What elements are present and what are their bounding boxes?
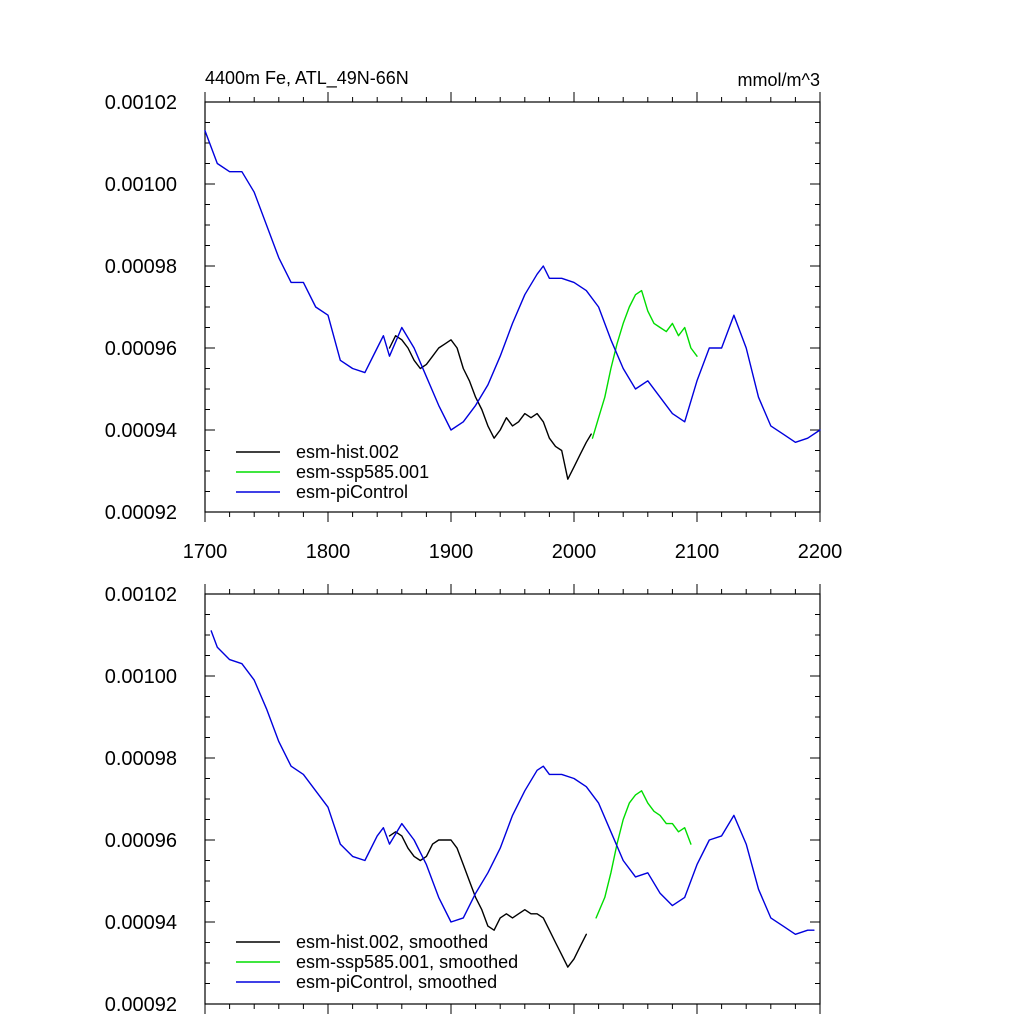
x-tick-label: 2100 (675, 541, 720, 563)
legend-label: esm-hist.002, smoothed (296, 932, 488, 952)
y-tick-label: 0.00092 (105, 994, 177, 1016)
x-tick-label: 1800 (306, 541, 351, 563)
legend-label: esm-hist.002 (296, 442, 399, 462)
chart-title: 4400m Fe, ATL_49N-66N (205, 68, 409, 89)
x-tick-label: 1900 (429, 541, 474, 563)
top-panel: 0.00092 0.00094 0.00096 0.00098 0.00100 0.001… (105, 92, 843, 563)
y-tick-label: 0.00094 (105, 912, 177, 934)
legend-label: esm-ssp585.001, smoothed (296, 952, 518, 972)
series-line-esm-picontrol (204, 129, 821, 443)
y-tick-label: 0.00094 (105, 420, 177, 442)
y-tick-label: 0.00098 (105, 748, 177, 770)
legend-label: esm-ssp585.001 (296, 462, 429, 482)
y-tick-label: 0.00096 (105, 830, 177, 852)
series-line-esm-picontrol-smoothed (210, 630, 815, 935)
legend-label: esm-piControl (296, 482, 408, 502)
series-line-esm-ssp585-001 (591, 289, 698, 439)
series-line-esm-ssp585-001-smoothed (595, 790, 692, 919)
bottom-panel: 0.00092 0.00094 0.00096 0.00098 0.00100 0.001… (105, 584, 821, 1016)
y-tick-label: 0.00092 (105, 502, 177, 524)
y-tick-label: 0.00098 (105, 256, 177, 278)
legend-label: esm-piControl, smoothed (296, 972, 497, 992)
series-line-esm-hist-002 (388, 335, 592, 480)
y-tick-label: 0.00102 (105, 584, 177, 606)
y-tick-label: 0.00100 (105, 174, 177, 196)
y-tick-label: 0.00096 (105, 338, 177, 360)
y-tick-label: 0.00100 (105, 666, 177, 688)
y-tick-label: 0.00102 (105, 92, 177, 114)
x-tick-label: 2200 (798, 541, 843, 563)
x-tick-label: 1700 (183, 541, 228, 563)
units-label: mmol/m^3 (738, 70, 820, 90)
series-line-esm-hist-002-smoothed (388, 831, 587, 968)
x-tick-label: 2000 (552, 541, 597, 563)
